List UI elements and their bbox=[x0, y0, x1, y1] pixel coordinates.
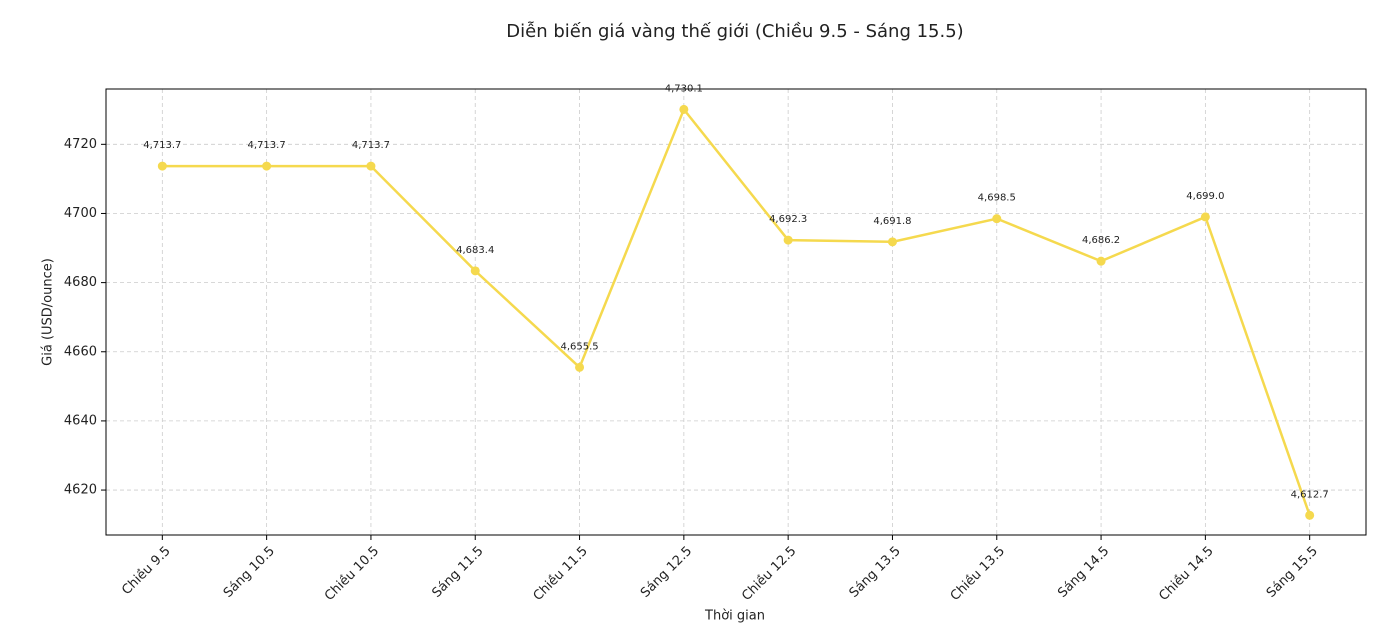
y-tick-label: 4700 bbox=[64, 206, 97, 221]
point bbox=[679, 104, 689, 114]
line bbox=[162, 106, 1311, 516]
point bbox=[887, 237, 897, 247]
x-tick-label: Sáng 14.5 bbox=[1055, 544, 1112, 601]
point bbox=[366, 161, 376, 171]
x-tick-label: Chiều 14.5 bbox=[1156, 544, 1216, 604]
data-label: 4,713.7 bbox=[248, 140, 286, 151]
data-label: 4,730.1 bbox=[665, 83, 703, 94]
data-label: 4,691.8 bbox=[873, 216, 911, 227]
x-tick-label: Sáng 10.5 bbox=[221, 544, 278, 601]
x-axis-label: Thời gian bbox=[704, 609, 765, 624]
data-label: 4,698.5 bbox=[978, 193, 1016, 204]
point bbox=[1200, 212, 1210, 222]
x-tick-label: Chiều 12.5 bbox=[739, 544, 799, 604]
x-tick-label: Sáng 12.5 bbox=[638, 544, 695, 601]
y-tick-label: 4620 bbox=[64, 483, 97, 498]
data-label: 4,713.7 bbox=[352, 140, 390, 151]
plot-frame bbox=[105, 88, 1367, 536]
point bbox=[470, 266, 480, 276]
x-tick-label: Sáng 11.5 bbox=[429, 544, 486, 601]
data-label: 4,683.4 bbox=[456, 245, 494, 256]
x-tick-label: Chiều 10.5 bbox=[322, 544, 382, 604]
data-label: 4,692.3 bbox=[769, 214, 807, 225]
point bbox=[1096, 256, 1106, 266]
point bbox=[157, 161, 167, 171]
point bbox=[992, 214, 1002, 224]
point bbox=[262, 161, 272, 171]
y-tick-label: 4720 bbox=[64, 137, 97, 152]
x-tick-label: Chiều 9.5 bbox=[119, 544, 173, 598]
y-tick-label: 4640 bbox=[64, 413, 97, 428]
x-tick-label: Chiều 11.5 bbox=[531, 544, 591, 604]
point bbox=[783, 235, 793, 245]
point bbox=[1305, 510, 1315, 520]
y-axis-label: Giá (USD/ounce) bbox=[41, 258, 56, 366]
x-tick-label: Sáng 13.5 bbox=[847, 544, 904, 601]
data-label: 4,699.0 bbox=[1186, 191, 1224, 202]
chart-title: Diễn biến giá vàng thế giới (Chiều 9.5 -… bbox=[506, 21, 963, 42]
x-tick-label: Chiều 13.5 bbox=[948, 544, 1008, 604]
point bbox=[575, 362, 585, 372]
data-label: 4,686.2 bbox=[1082, 235, 1120, 246]
data-label: 4,655.5 bbox=[560, 341, 598, 352]
x-tick-label: Sáng 15.5 bbox=[1264, 544, 1321, 601]
y-tick-label: 4660 bbox=[64, 344, 97, 359]
data-label: 4,612.7 bbox=[1291, 489, 1329, 500]
data-label: 4,713.7 bbox=[143, 140, 181, 151]
y-tick-label: 4680 bbox=[64, 275, 97, 290]
